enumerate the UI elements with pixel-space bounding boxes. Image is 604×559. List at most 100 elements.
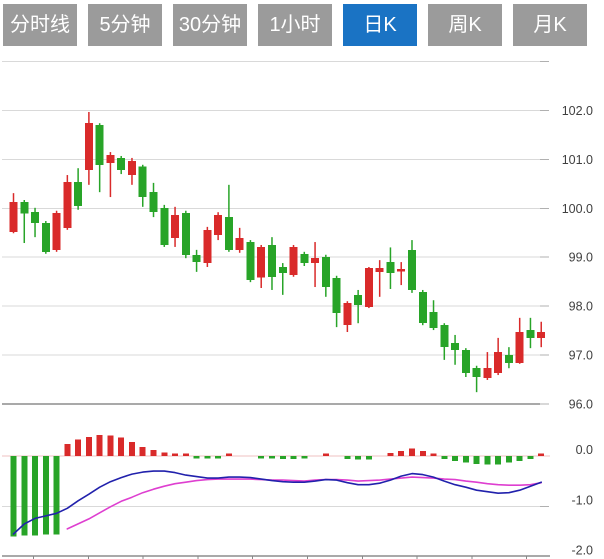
candle-body xyxy=(504,355,513,363)
candle-body xyxy=(171,215,180,239)
candle-body xyxy=(429,311,438,329)
candle-body xyxy=(224,217,233,250)
macd-bar xyxy=(64,443,71,456)
macd-bar xyxy=(430,453,437,456)
macd-bar xyxy=(301,456,308,459)
candles xyxy=(9,111,546,393)
interval-tab-4[interactable]: 日K xyxy=(343,4,417,46)
macd-bar xyxy=(355,456,362,460)
candle-body xyxy=(267,244,276,277)
macd-bar xyxy=(258,456,265,459)
macd-bar xyxy=(75,439,82,456)
candle-body xyxy=(31,212,40,223)
candle-body xyxy=(461,350,470,374)
candle-body xyxy=(149,192,158,213)
macd-bar xyxy=(107,435,114,456)
candle-body xyxy=(246,242,255,281)
candle-body xyxy=(343,303,352,326)
macd-bar xyxy=(538,453,545,456)
macd-bar xyxy=(344,456,351,460)
candle-body xyxy=(494,352,503,374)
macd-axis-labels: 0.0 -1.0 -2.0 xyxy=(571,443,593,558)
candle-body xyxy=(84,123,93,171)
candle-body xyxy=(440,325,449,348)
price-axis-labels: 102.0 101.0 100.0 99.0 98.0 97.0 96.0 xyxy=(562,104,593,411)
candle-body xyxy=(364,267,373,308)
interval-tab-1[interactable]: 5分钟 xyxy=(88,4,162,46)
macd-bar xyxy=(452,456,459,462)
interval-tab-bar: 分时线 5分钟 30分钟 1小时 日K 周K 月K xyxy=(3,4,598,46)
macd-bar xyxy=(96,434,103,456)
candle-body xyxy=(203,229,212,264)
macd-bar xyxy=(268,456,275,459)
macd-bar xyxy=(161,452,168,456)
macd-histogram xyxy=(10,434,545,537)
candle-body xyxy=(418,291,427,324)
candle-body xyxy=(311,258,320,264)
candle-body xyxy=(526,330,535,338)
macd-axis-label: 0.0 xyxy=(576,443,593,457)
candle-body xyxy=(117,157,126,171)
candle-body xyxy=(74,181,83,206)
macd-bar xyxy=(118,437,125,456)
candle-body xyxy=(300,253,309,264)
candle-body xyxy=(321,257,330,288)
price-axis-label: 101.0 xyxy=(562,153,593,167)
candle-body xyxy=(181,213,190,255)
macd-bar xyxy=(419,450,426,456)
macd-bar xyxy=(172,453,179,456)
candle-body xyxy=(192,254,201,263)
macd-bar xyxy=(204,456,211,459)
candle-body xyxy=(257,246,266,278)
candle-body xyxy=(41,222,50,252)
macd-bar xyxy=(128,441,135,456)
candle-body xyxy=(63,181,72,228)
interval-tab-5[interactable]: 周K xyxy=(428,4,502,46)
interval-tab-6[interactable]: 月K xyxy=(513,4,587,46)
macd-bar xyxy=(42,456,49,535)
candle-body xyxy=(106,154,115,163)
candle-body xyxy=(397,268,406,272)
interval-tab-0[interactable]: 分时线 xyxy=(3,4,77,46)
interval-tab-3[interactable]: 1小时 xyxy=(258,4,332,46)
candle-body xyxy=(407,249,416,290)
candle-body xyxy=(289,246,298,275)
candle-body xyxy=(537,332,546,338)
candle-body xyxy=(52,213,61,250)
macd-bar xyxy=(139,446,146,456)
candle-body xyxy=(9,201,18,232)
candle-body xyxy=(160,207,169,245)
candle-body xyxy=(127,160,136,176)
macd-bar xyxy=(527,456,534,460)
price-axis-label: 97.0 xyxy=(569,349,593,363)
interval-tab-2[interactable]: 30分钟 xyxy=(173,4,247,46)
macd-bar xyxy=(182,453,189,456)
macd-bar xyxy=(225,453,232,456)
macd-bar xyxy=(21,456,28,536)
macd-bar xyxy=(365,456,372,460)
candle-body xyxy=(214,215,223,236)
macd-axis-label: -1.0 xyxy=(571,493,593,507)
candle-body xyxy=(483,368,492,378)
price-axis-label: 96.0 xyxy=(569,397,593,411)
macd-bar xyxy=(279,456,286,460)
macd-bar xyxy=(462,456,469,463)
candle-body xyxy=(278,266,287,273)
candle-body xyxy=(20,201,29,214)
macd-bar xyxy=(290,456,297,460)
macd-bar xyxy=(32,456,39,536)
macd-bar xyxy=(505,456,512,463)
candle-body xyxy=(451,342,460,351)
dea-line xyxy=(66,476,543,530)
candle-body xyxy=(472,368,481,378)
candle-body xyxy=(332,278,341,313)
macd-bar xyxy=(85,436,92,456)
macd-bar xyxy=(150,449,157,456)
candle-body xyxy=(235,238,244,250)
price-axis-label: 99.0 xyxy=(569,251,593,265)
macd-bar xyxy=(408,448,415,456)
macd-bar xyxy=(495,456,502,465)
macd-bar xyxy=(484,456,491,465)
